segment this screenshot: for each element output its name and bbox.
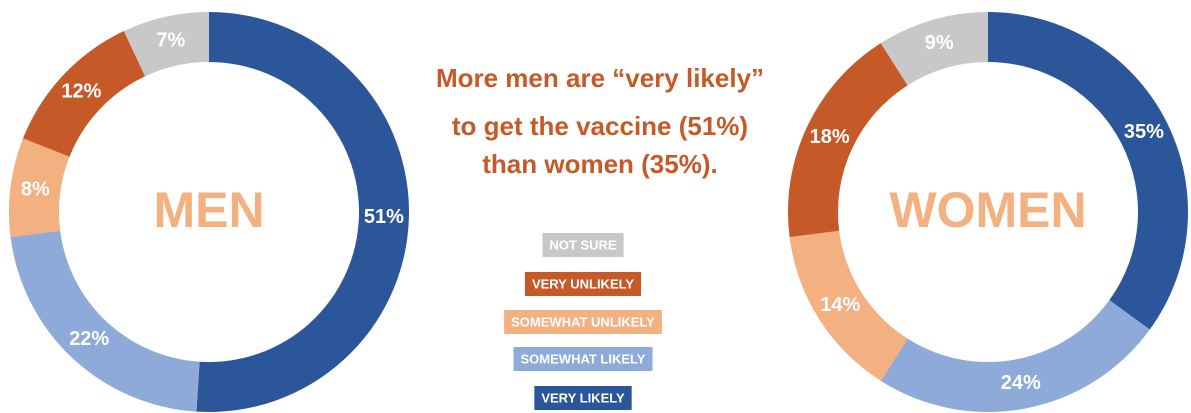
value-label: 14%: [820, 294, 860, 316]
value-label: 51%: [364, 206, 404, 228]
annotation: More men are “very likely”: [436, 63, 764, 93]
legend-swatch: [534, 386, 632, 410]
value-label: 8%: [21, 178, 50, 200]
donut-title: MEN: [153, 182, 264, 238]
value-label: 12%: [61, 80, 101, 102]
annotation: than women (35%).: [482, 149, 717, 179]
donut-slice: [123, 12, 209, 77]
donut-slice: [788, 43, 908, 238]
legend-swatch: [542, 233, 624, 257]
legend-swatch: [524, 272, 642, 296]
donut-title: WOMEN: [889, 182, 1086, 238]
legend-label: VERY UNLIKELY: [532, 276, 634, 291]
donut-slice: [789, 230, 908, 381]
legend-label: SOMEWHAT UNLIKELY: [511, 314, 655, 329]
donut-slice: [880, 12, 988, 86]
donut-slice: [880, 300, 1150, 412]
annotation: to get the vaccine (51%): [452, 111, 748, 141]
donut-slice: [10, 230, 200, 412]
legend-label: VERY LIKELY: [541, 390, 625, 405]
value-label: 35%: [1124, 121, 1164, 143]
donut-slice: [23, 31, 146, 157]
legend-swatch: [504, 310, 662, 334]
legend-swatch: [513, 347, 653, 371]
legend-label: SOMEWHAT LIKELY: [521, 351, 646, 366]
value-label: 18%: [810, 126, 850, 148]
donut-slice: [988, 12, 1188, 330]
value-label: 7%: [156, 29, 185, 51]
value-label: 24%: [1001, 372, 1041, 394]
donut-slice: [8, 138, 70, 238]
legend-label: NOT SURE: [549, 237, 617, 252]
donut-slice: [196, 12, 409, 412]
value-label: 9%: [925, 32, 954, 54]
value-label: 22%: [69, 328, 109, 350]
